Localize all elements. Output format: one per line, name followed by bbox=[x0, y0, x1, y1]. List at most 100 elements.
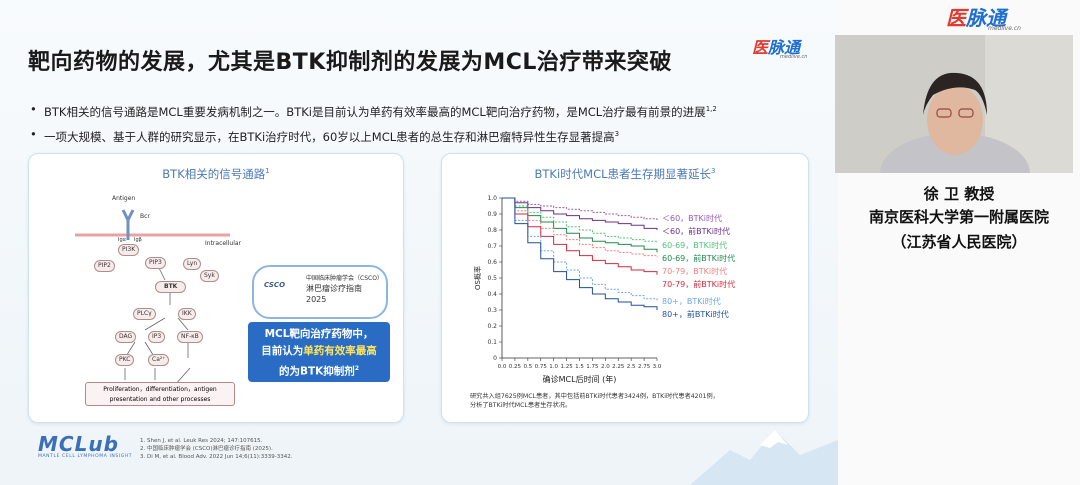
legend-item: 60-69，前BTKi时代 bbox=[662, 254, 736, 263]
presenter-affiliation-sub: （江苏省人民医院） bbox=[891, 233, 1027, 251]
mclub-logo-sub: MANTLE CELL LYMPHOMA INSIGHT bbox=[38, 454, 133, 459]
pip2-node: PIP2 bbox=[94, 260, 115, 272]
legend-item: ＜60，BTKi时代 bbox=[662, 214, 723, 223]
syk-node: Syk bbox=[200, 270, 219, 282]
y-tick-label: 0.4 bbox=[487, 291, 497, 298]
y-tick-label: 0.7 bbox=[487, 243, 497, 250]
plcg-node: PLCγ bbox=[133, 308, 156, 320]
x-tick-label: 1.0 bbox=[549, 364, 558, 370]
csco-org: 中国临床肿瘤学会（CSCO） bbox=[306, 275, 383, 282]
lyn-node: Lyn bbox=[183, 258, 202, 270]
reference-item: 2. 中国临床肿瘤学会 (CSCO)淋巴瘤诊疗指南 (2025). bbox=[140, 446, 273, 452]
survival-curve bbox=[502, 197, 658, 310]
y-tick-label: 0.9 bbox=[487, 211, 497, 218]
y-tick-label: 0.8 bbox=[487, 227, 497, 234]
slide: 靶向药物的发展，尤其是BTK抑制剂的发展为MCL治疗带来突破 医脉通 medli… bbox=[0, 0, 838, 485]
ip3-node: IP3 bbox=[148, 331, 166, 343]
legend-item: 70-79，BTKi时代 bbox=[662, 267, 728, 276]
dag-node: DAG bbox=[115, 331, 137, 343]
mountain-decoration bbox=[690, 430, 838, 485]
csco-guideline-card: CSCO 中国临床肿瘤学会（CSCO） 淋巴瘤诊疗指南 2025 bbox=[252, 265, 388, 319]
outcome-line: Proliferation，differentiation，antigen bbox=[103, 386, 217, 393]
y-tick-label: 0.2 bbox=[487, 323, 497, 330]
slide-title: 靶向药物的发展，尤其是BTK抑制剂的发展为MCL治疗带来突破 bbox=[28, 50, 672, 75]
ig-beta-label: Igβ bbox=[134, 237, 142, 243]
x-tick-label: 3.0 bbox=[653, 364, 662, 370]
x-tick-label: 1.75 bbox=[586, 364, 599, 370]
presenter-affiliation: 南京医科大学第一附属医院 bbox=[868, 208, 1049, 226]
references: 1. Shen J, et al. Leuk Res 2024; 147:107… bbox=[140, 437, 293, 461]
highlight-line: 的为BTK抑制剂2 bbox=[279, 365, 359, 378]
y-tick-label: 0.3 bbox=[487, 307, 497, 314]
x-axis-label: 确诊MCL后时间 (年) bbox=[543, 374, 617, 384]
antigen-label: Antigen bbox=[112, 195, 136, 202]
y-axis-label: OS概率 bbox=[473, 266, 482, 290]
presenter-face bbox=[927, 85, 983, 155]
pkc-node: PKC bbox=[115, 354, 135, 366]
outcome-line: presentation and other processes bbox=[109, 396, 211, 403]
btk-node: BTK bbox=[155, 281, 187, 293]
y-tick-label: 0.6 bbox=[487, 259, 497, 266]
bcr-label: Bcr bbox=[140, 213, 150, 220]
ikk-node: IKK bbox=[178, 308, 196, 320]
y-tick-label: 1.0 bbox=[487, 195, 497, 202]
x-tick-label: 2.75 bbox=[638, 364, 651, 370]
csco-logo: CSCO bbox=[264, 281, 286, 289]
survival-chart: 00.10.20.30.40.50.60.70.80.91.00.0 0.25 0.… bbox=[473, 195, 662, 384]
mclub-logo: MCLub bbox=[38, 432, 119, 456]
csco-year: 2025 bbox=[306, 295, 327, 304]
csco-guideline-name: 淋巴瘤诊疗指南 bbox=[306, 284, 362, 293]
highlight-emphasis: 单药有效率最高 bbox=[303, 345, 377, 357]
x-tick-label: 2.5 bbox=[627, 364, 636, 370]
medlive-watermark-slide: 医脉通 bbox=[752, 38, 801, 57]
ca-node: Ca²⁺ bbox=[148, 354, 170, 366]
presenter-name: 徐 卫 教授 bbox=[923, 185, 995, 203]
btk-highlight-box: MCL靶向治疗药物中， 目前认为单药有效率最高 的为BTK抑制剂2 bbox=[248, 322, 390, 382]
presenter-video bbox=[835, 35, 1073, 173]
medlive-watermark-sub: medlive.cn bbox=[780, 54, 808, 60]
reference-item: 1. Shen J, et al. Leuk Res 2024; 147:107… bbox=[140, 438, 263, 444]
mountain-snow bbox=[760, 430, 788, 448]
x-tick-label: 0.25 bbox=[509, 364, 522, 370]
medlive-watermark-side-sub: medlive.cn bbox=[988, 25, 1021, 32]
arrow bbox=[177, 317, 189, 331]
x-tick-label: 2.0 bbox=[601, 364, 610, 370]
highlight-line: MCL靶向治疗药物中， bbox=[264, 328, 374, 340]
bcr-receptor-arm bbox=[126, 209, 135, 221]
study-note-line: 研究共入组7625例MCL患者，其中包括前BTKi时代患者3424例，BTKi时… bbox=[470, 393, 719, 400]
bullet-item: 一项大规模、基于人群的研究显示，在BTKi治疗时代，60岁以上MCL患者的总生存… bbox=[30, 123, 717, 148]
mountain-shape bbox=[690, 430, 838, 485]
arrow bbox=[144, 317, 166, 331]
btk-pathway-diagram bbox=[75, 209, 230, 386]
intracellular-label: Intracellular bbox=[205, 240, 242, 247]
outcome-box: Proliferation，differentiation，antigen pr… bbox=[85, 382, 235, 406]
medlive-watermark-side: 医脉通 bbox=[946, 6, 1006, 30]
x-tick-label: 1.5 bbox=[575, 364, 584, 370]
y-tick-label: 0.5 bbox=[487, 275, 497, 282]
survival-curve bbox=[502, 197, 658, 258]
presenter-glasses bbox=[936, 108, 952, 118]
legend-item: 80+，前BTKi时代 bbox=[662, 310, 729, 319]
ig-alpha-label: Igα bbox=[118, 237, 126, 243]
x-tick-label: 0.5 bbox=[523, 364, 532, 370]
presenter-glasses bbox=[958, 108, 974, 118]
x-tick-label: 0.75 bbox=[535, 364, 548, 370]
legend-item: ＜60，前BTKi时代 bbox=[662, 227, 731, 236]
y-tick-label: 0.1 bbox=[487, 339, 497, 346]
study-note-line: 分析了BTKi时代MCL患者生存状况。 bbox=[470, 402, 572, 409]
survival-panel-title: BTKi时代MCL患者生存期显著延长3 bbox=[534, 167, 716, 181]
highlight-line: 目前认为单药有效率最高 bbox=[261, 345, 377, 357]
pip3-node: PIP3 bbox=[145, 257, 166, 269]
pi3k-node: PI3K bbox=[118, 244, 140, 256]
x-tick-label: 2.25 bbox=[612, 364, 625, 370]
x-tick-label: 1.25 bbox=[560, 364, 573, 370]
bullet-item: BTK相关的信号通路是MCL重要发病机制之一。BTKi是目前认为单药有效率最高的… bbox=[30, 98, 717, 123]
legend-item: 70-79，前BTKi时代 bbox=[662, 280, 736, 289]
bullet-list: BTK相关的信号通路是MCL重要发病机制之一。BTKi是目前认为单药有效率最高的… bbox=[30, 98, 717, 148]
pathway-panel-title: BTK相关的信号通路1 bbox=[162, 167, 270, 181]
y-tick-label: 0 bbox=[493, 355, 497, 362]
nfkb-node: NF-κB bbox=[177, 331, 203, 343]
legend-item: 60-69，BTKi时代 bbox=[662, 241, 728, 250]
presenter-video-frame bbox=[835, 35, 1073, 173]
reference-item: 3. Di M, et al. Blood Adv. 2022 Jun 14;6… bbox=[140, 454, 293, 460]
